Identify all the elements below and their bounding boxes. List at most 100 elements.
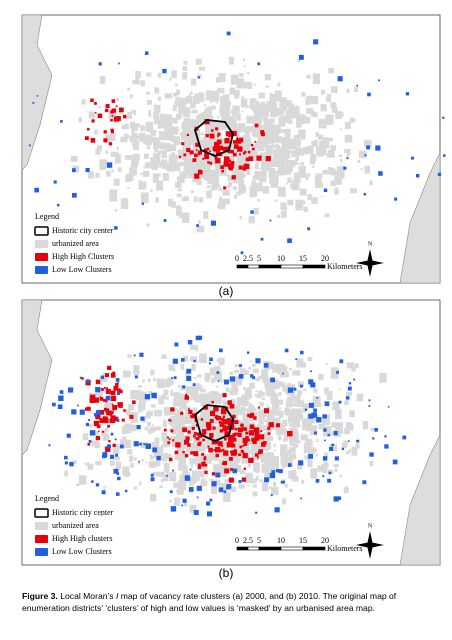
urban-patch [231,391,234,395]
urban-patch [201,112,204,116]
urban-patch [266,105,271,112]
urban-patch [274,380,280,390]
high-cluster [108,142,113,146]
urban-patch [319,144,325,153]
high-cluster [110,373,116,378]
high-cluster [223,161,229,167]
urban-patch [207,406,213,414]
urban-patch [95,172,100,178]
urban-patch [202,140,205,143]
urban-patch [238,140,247,148]
urban-patch [241,96,245,100]
urban-patch [219,196,223,200]
urban-patch [179,141,182,145]
high-cluster [190,414,194,419]
low-cluster [196,224,199,227]
urban-patch [200,132,205,136]
high-cluster [242,453,248,459]
low-cluster [166,475,168,477]
low-cluster [100,375,105,380]
scale-segment [280,264,304,269]
urban-patch [224,415,229,418]
urban-patch [181,133,186,141]
high-cluster [94,112,97,114]
high-cluster [211,129,214,132]
urban-patch [159,165,162,168]
scale-segment [280,546,304,551]
urban-patch [269,112,278,118]
low-cluster [384,435,387,438]
urban-patch [300,115,307,123]
urban-patch [330,180,336,187]
urban-patch [174,452,182,461]
urban-patch [254,112,262,125]
low-cluster [95,410,101,416]
urban-patch [360,168,363,170]
urban-patch [196,181,203,185]
urban-patch [176,409,183,420]
urban-patch [289,367,292,371]
urban-patch [192,407,197,414]
urban-patch [246,397,250,401]
urban-patch [258,375,262,380]
scale-segment [247,264,260,269]
low-cluster [316,396,319,399]
urban-patch [315,173,323,179]
high-cluster [215,146,221,152]
low-cluster [48,444,51,447]
low-cluster [366,145,371,150]
high-cluster [220,408,227,415]
high-cluster [242,444,245,447]
urban-patch [219,138,224,144]
urban-patch [277,214,281,218]
urban-patch [149,454,153,457]
urban-patch [344,134,353,143]
urban-patch [364,165,371,174]
urban-patch [161,150,168,159]
high-cluster [245,436,249,440]
urban-patch [198,471,205,478]
urban-patch [179,413,185,418]
urban-patch [182,72,188,80]
high-cluster [111,419,114,423]
urban-patch [266,444,270,446]
urban-patch [293,443,299,448]
low-cluster [226,31,231,36]
high-cluster [204,470,208,475]
urban-patch [249,187,258,197]
low-cluster [316,417,322,423]
urban-patch [194,442,199,446]
urban-patch [259,178,265,182]
urban-patch [312,396,321,408]
urban-patch [199,151,207,163]
high-cluster [228,456,233,461]
urban-patch [212,182,216,187]
urban-patch [282,385,288,392]
urban-patch [340,112,344,117]
urban-patch [330,145,337,151]
urban-patch [200,399,206,407]
high-cluster [119,107,124,113]
urban-patch [231,380,238,390]
urban-patch [291,475,299,482]
urban-patch [227,184,231,189]
low-cluster [113,468,119,474]
low-cluster [310,382,316,388]
urban-patch [177,446,185,456]
low-cluster [339,359,344,364]
urban-patch [176,89,181,95]
urban-patch [338,167,345,173]
high-cluster [209,418,214,423]
urban-patch [138,132,146,142]
high-cluster [229,403,235,409]
urban-patch [213,365,221,372]
urban-patch [169,422,174,426]
low-cluster [206,501,211,506]
high-cluster [230,467,234,471]
urban-patch [120,439,128,448]
urban-patch [270,103,278,113]
urban-patch [145,91,150,95]
low-cluster [308,402,314,408]
urban-patch [163,389,169,396]
urban-patch [193,196,198,202]
